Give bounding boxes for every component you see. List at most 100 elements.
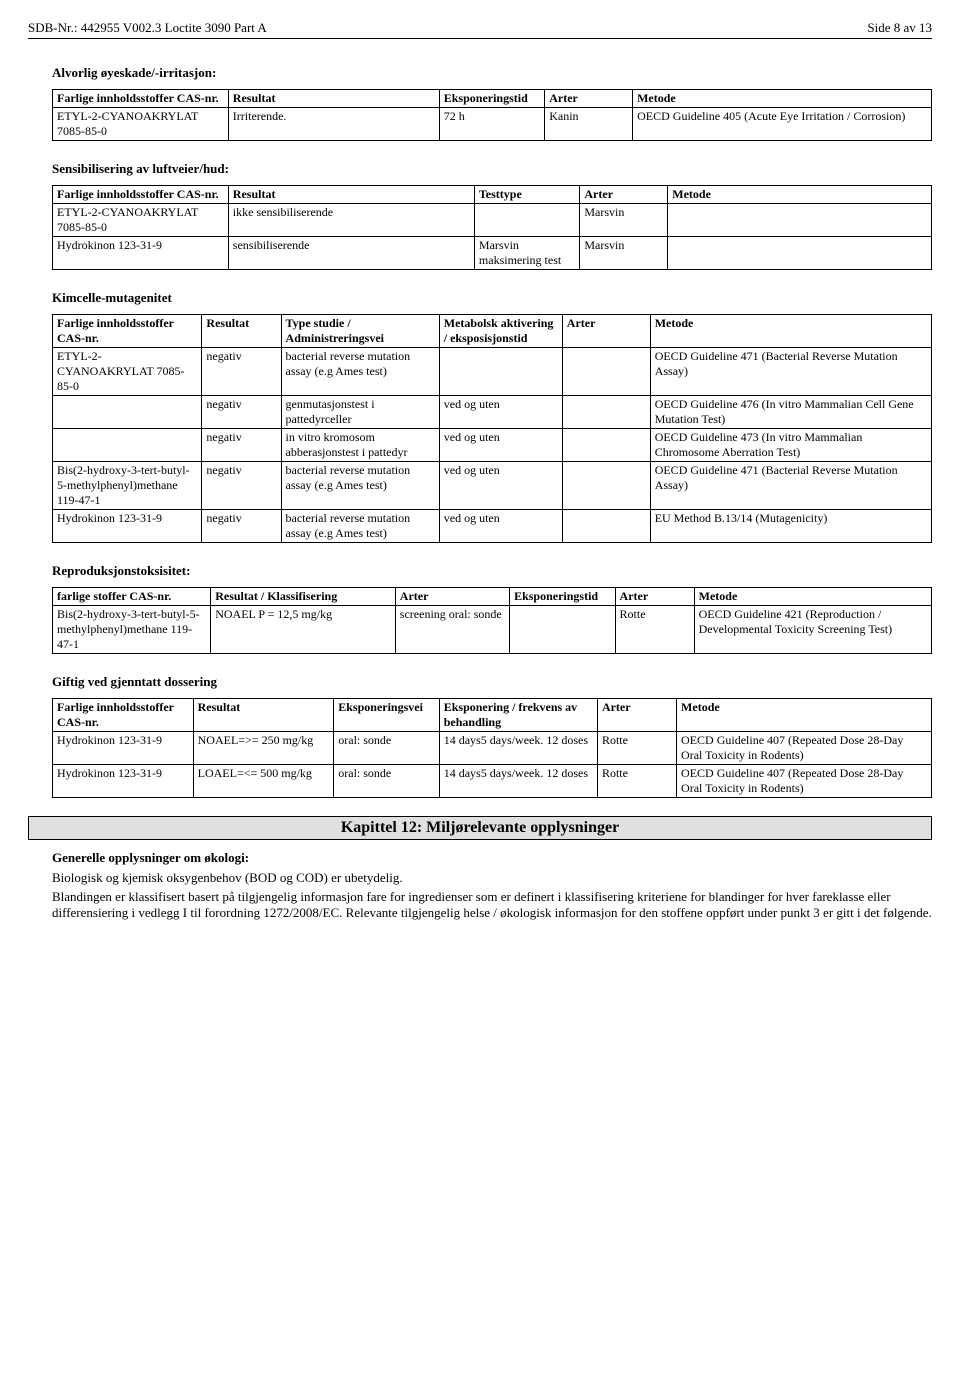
- th: Resultat: [228, 186, 474, 204]
- td: screening oral: sonde: [395, 606, 509, 654]
- td: [562, 462, 650, 510]
- th: Arter: [597, 699, 676, 732]
- th: Metode: [668, 186, 932, 204]
- page-header: SDB-Nr.: 442955 V002.3 Loctite 3090 Part…: [28, 20, 932, 36]
- td: Rotte: [597, 765, 676, 798]
- th: Metode: [677, 699, 932, 732]
- table-header-row: Farlige innholdsstoffer CAS-nr. Resultat…: [53, 90, 932, 108]
- td: [439, 348, 562, 396]
- th: Metode: [633, 90, 932, 108]
- repeated-dose-table: Farlige innholdsstoffer CAS-nr. Resultat…: [52, 698, 932, 798]
- th: Arter: [395, 588, 509, 606]
- ecology-heading: Generelle opplysninger om økologi:: [52, 850, 932, 866]
- th: Resultat: [193, 699, 334, 732]
- td: negativ: [202, 348, 281, 396]
- td: sensibiliserende: [228, 237, 474, 270]
- td: negativ: [202, 429, 281, 462]
- germcell-table: Farlige innholdsstoffer CAS-nr. Resultat…: [52, 314, 932, 543]
- td: ETYL-2-CYANOAKRYLAT 7085-85-0: [53, 204, 229, 237]
- td: negativ: [202, 462, 281, 510]
- td: OECD Guideline 421 (Reproduction / Devel…: [694, 606, 931, 654]
- td: [53, 429, 202, 462]
- table-row: negativ genmutasjonstest i pattedyrcelle…: [53, 396, 932, 429]
- td: OECD Guideline 471 (Bacterial Reverse Mu…: [650, 462, 931, 510]
- th: farlige stoffer CAS-nr.: [53, 588, 211, 606]
- td: Bis(2-hydroxy-3-tert-butyl-5-methylpheny…: [53, 606, 211, 654]
- td: ved og uten: [439, 396, 562, 429]
- td: OECD Guideline 405 (Acute Eye Irritation…: [633, 108, 932, 141]
- th: Eksponeringsvei: [334, 699, 439, 732]
- td: [668, 237, 932, 270]
- td: Bis(2-hydroxy-3-tert-butyl-5-methylpheny…: [53, 462, 202, 510]
- table-row: Hydrokinon 123-31-9 negativ bacterial re…: [53, 510, 932, 543]
- td: Hydrokinon 123-31-9: [53, 237, 229, 270]
- td: Marsvin: [580, 204, 668, 237]
- td: NOAEL P = 12,5 mg/kg: [211, 606, 396, 654]
- td: Irriterende.: [228, 108, 439, 141]
- th: Arter: [545, 90, 633, 108]
- header-rule: [28, 38, 932, 39]
- td: OECD Guideline 407 (Repeated Dose 28-Day…: [677, 732, 932, 765]
- th: Metabolsk aktivering / eksposisjonstid: [439, 315, 562, 348]
- td: 14 days5 days/week. 12 doses: [439, 732, 597, 765]
- td: [562, 396, 650, 429]
- td: bacterial reverse mutation assay (e.g Am…: [281, 348, 439, 396]
- td: ved og uten: [439, 429, 562, 462]
- td: genmutasjonstest i pattedyrceller: [281, 396, 439, 429]
- table-row: Bis(2-hydroxy-3-tert-butyl-5-methylpheny…: [53, 462, 932, 510]
- td: EU Method B.13/14 (Mutagenicity): [650, 510, 931, 543]
- td: negativ: [202, 396, 281, 429]
- th: Farlige innholdsstoffer CAS-nr.: [53, 186, 229, 204]
- table-row: Bis(2-hydroxy-3-tert-butyl-5-methylpheny…: [53, 606, 932, 654]
- th: Farlige innholdsstoffer CAS-nr.: [53, 90, 229, 108]
- td: ved og uten: [439, 462, 562, 510]
- td: NOAEL=>= 250 mg/kg: [193, 732, 334, 765]
- table-row: ETYL-2-CYANOAKRYLAT 7085-85-0 ikke sensi…: [53, 204, 932, 237]
- table-row: negativ in vitro kromosom abberasjonstes…: [53, 429, 932, 462]
- td: Marsvin maksimering test: [474, 237, 579, 270]
- td: [562, 429, 650, 462]
- td: oral: sonde: [334, 765, 439, 798]
- td: 72 h: [439, 108, 544, 141]
- td: bacterial reverse mutation assay (e.g Am…: [281, 462, 439, 510]
- germcell-heading: Kimcelle-mutagenitet: [52, 290, 932, 306]
- th: Resultat: [202, 315, 281, 348]
- ecology-p2: Blandingen er klassifisert basert på til…: [52, 889, 932, 920]
- td: 14 days5 days/week. 12 doses: [439, 765, 597, 798]
- th: Eksponeringstid: [510, 588, 615, 606]
- td: [562, 510, 650, 543]
- eye-damage-heading: Alvorlig øyeskade/-irritasjon:: [52, 65, 932, 81]
- eye-damage-table: Farlige innholdsstoffer CAS-nr. Resultat…: [52, 89, 932, 141]
- td: LOAEL=<= 500 mg/kg: [193, 765, 334, 798]
- sensitization-table: Farlige innholdsstoffer CAS-nr. Resultat…: [52, 185, 932, 270]
- th: Resultat / Klassifisering: [211, 588, 396, 606]
- th: Farlige innholdsstoffer CAS-nr.: [53, 315, 202, 348]
- td: ETYL-2-CYANOAKRYLAT 7085-85-0: [53, 108, 229, 141]
- td: negativ: [202, 510, 281, 543]
- sensitization-heading: Sensibilisering av luftveier/hud:: [52, 161, 932, 177]
- reproduction-heading: Reproduksjonstoksisitet:: [52, 563, 932, 579]
- td: bacterial reverse mutation assay (e.g Am…: [281, 510, 439, 543]
- header-right: Side 8 av 13: [867, 20, 932, 36]
- td: Hydrokinon 123-31-9: [53, 732, 194, 765]
- th: Metode: [650, 315, 931, 348]
- ecology-p1: Biologisk og kjemisk oksygenbehov (BOD o…: [52, 870, 932, 886]
- repeated-dose-heading: Giftig ved gjenntatt dossering: [52, 674, 932, 690]
- td: Kanin: [545, 108, 633, 141]
- td: OECD Guideline 407 (Repeated Dose 28-Day…: [677, 765, 932, 798]
- th: Eksponering / frekvens av behandling: [439, 699, 597, 732]
- th: Arter: [580, 186, 668, 204]
- table-header-row: Farlige innholdsstoffer CAS-nr. Resultat…: [53, 186, 932, 204]
- td: [474, 204, 579, 237]
- td: OECD Guideline 473 (In vitro Mammalian C…: [650, 429, 931, 462]
- th: Metode: [694, 588, 931, 606]
- table-row: ETYL-2-CYANOAKRYLAT 7085-85-0 Irriterend…: [53, 108, 932, 141]
- td: ETYL-2-CYANOAKRYLAT 7085-85-0: [53, 348, 202, 396]
- table-row: ETYL-2-CYANOAKRYLAT 7085-85-0 negativ ba…: [53, 348, 932, 396]
- table-header-row: farlige stoffer CAS-nr. Resultat / Klass…: [53, 588, 932, 606]
- td: OECD Guideline 471 (Bacterial Reverse Mu…: [650, 348, 931, 396]
- td: ikke sensibiliserende: [228, 204, 474, 237]
- reproduction-table: farlige stoffer CAS-nr. Resultat / Klass…: [52, 587, 932, 654]
- td: oral: sonde: [334, 732, 439, 765]
- th: Farlige innholdsstoffer CAS-nr.: [53, 699, 194, 732]
